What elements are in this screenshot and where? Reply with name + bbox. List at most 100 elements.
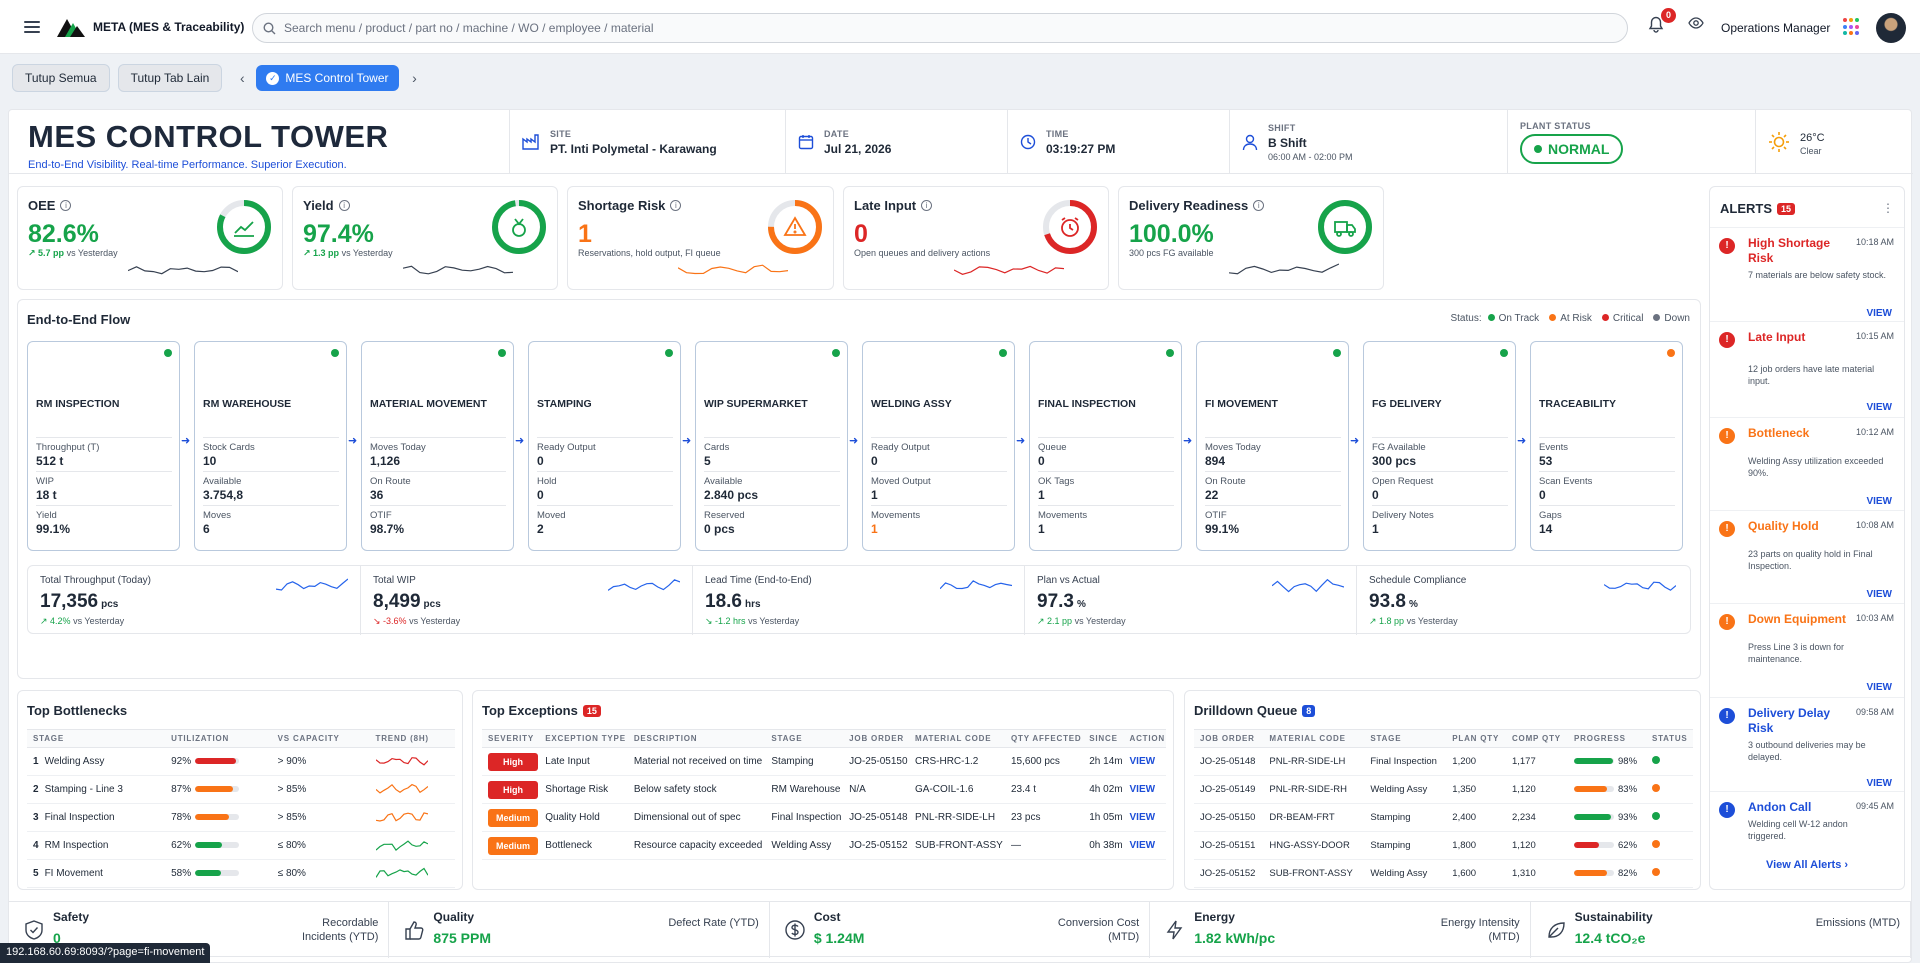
view-link[interactable]: VIEW — [1129, 812, 1156, 823]
summary-unit: hrs — [744, 599, 761, 610]
flow-stage-material-movement[interactable]: MATERIAL MOVEMENT Moves Today 1,126 On Rout… — [361, 341, 514, 551]
view-link[interactable]: VIEW — [1129, 784, 1156, 795]
flow-arrow-icon: ➜ — [1517, 435, 1527, 447]
queue-table: JOB ORDER MATERIAL CODE STAGE PLAN QTY COMP … — [1194, 729, 1693, 888]
search-input[interactable] — [284, 21, 1584, 35]
stage-cell: 4 RM Inspection — [27, 831, 166, 860]
trend-cell — [369, 803, 455, 832]
summary-metric: Lead Time (End-to-End) 18.6 hrs ↘ -1.2 hrs … — [692, 566, 1024, 635]
info-icon[interactable]: i — [921, 200, 933, 211]
global-search[interactable] — [252, 13, 1628, 43]
table-row[interactable]: High Late Input Material not received on t… — [482, 747, 1166, 776]
app-logo[interactable]: META (MES & Traceability) — [57, 17, 244, 37]
capacity-cell: > 90% — [271, 747, 370, 776]
metric-value: 22 — [1205, 488, 1219, 502]
hamburger-menu-icon[interactable] — [24, 20, 40, 33]
metric-value: 98.7% — [370, 522, 405, 536]
info-icon[interactable]: i — [1253, 200, 1265, 211]
alert-item[interactable]: ! Quality Hold 10:08 AM 23 parts on quality… — [1710, 510, 1904, 603]
stage-metrics: Moves Today 1,126 On Route 36 OTIF 98.7% — [370, 437, 506, 539]
utilization-cell: 62% — [165, 831, 272, 860]
stage-cell: Stamping — [1364, 831, 1447, 860]
stage-metric: Moved 2 — [537, 505, 673, 539]
alert-item[interactable]: ! Bottleneck 10:12 AM Welding Assy utilizat… — [1710, 417, 1904, 510]
alert-view-link[interactable]: VIEW — [1866, 778, 1892, 789]
flow-stage-fg-delivery[interactable]: FG DELIVERY FG Available 300 pcs Open Reque… — [1363, 341, 1516, 551]
bottom-kpi-value: 12.4 tCO₂e — [1574, 930, 1646, 946]
plant-status-badge: NORMAL — [1520, 133, 1624, 164]
stage-name: FG DELIVERY — [1372, 398, 1442, 410]
tab-prev-chevron-icon[interactable]: ‹ — [240, 70, 245, 86]
alert-item[interactable]: ! Delivery Delay Risk 09:58 AM 3 outbound d… — [1710, 697, 1904, 791]
progress-cell: 93% — [1568, 803, 1646, 832]
close-all-tabs-button[interactable]: Tutup Semua — [12, 64, 110, 92]
flow-stage-stamping[interactable]: STAMPING Ready Output 0 Hold 0 Moved 2 — [528, 341, 681, 551]
action-cell: VIEW — [1123, 747, 1166, 776]
browser-status-url: 192.168.60.69:8093/?page=fi-movement — [0, 943, 211, 963]
rank: 5 — [33, 868, 39, 879]
table-row[interactable]: 5 FI Movement 58% ≤ 80% — [27, 859, 455, 888]
flow-stage-final-inspection[interactable]: FINAL INSPECTION Queue 0 OK Tags 1 Movements 1 — [1029, 341, 1182, 551]
table-row[interactable]: 2 Stamping - Line 3 87% > 85% — [27, 775, 455, 804]
user-avatar[interactable] — [1876, 13, 1906, 43]
notifications-button[interactable]: 0 — [1648, 8, 1676, 36]
info-icon[interactable]: i — [60, 200, 72, 211]
leaf-icon — [1547, 922, 1565, 938]
flow-stage-welding-assy[interactable]: WELDING ASSY Ready Output 0 Moved Output 1 Mo… — [862, 341, 1015, 551]
alert-item[interactable]: ! Late Input 10:15 AM 12 job orders have la… — [1710, 321, 1904, 417]
bottom-kpi-label: Energy — [1194, 910, 1235, 924]
stage-status-dot — [999, 349, 1007, 357]
alert-view-link[interactable]: VIEW — [1866, 589, 1892, 600]
table-row[interactable]: 3 Final Inspection 78% > 85% — [27, 803, 455, 832]
close-other-tabs-button[interactable]: Tutup Tab Lain — [117, 64, 223, 92]
severity-cell: High — [482, 747, 540, 776]
alert-view-link[interactable]: VIEW — [1866, 496, 1892, 507]
metric-label: Stock Cards — [203, 442, 255, 453]
view-link[interactable]: VIEW — [1129, 840, 1156, 851]
flow-stage-wip-supermarket[interactable]: WIP SUPERMARKET Cards 5 Available 2.840 pcs R… — [695, 341, 848, 551]
alert-view-link[interactable]: VIEW — [1866, 682, 1892, 693]
alert-item[interactable]: ! High Shortage Risk 10:18 AM 7 materials a… — [1710, 227, 1904, 321]
kebab-menu-icon[interactable]: ⋮ — [1882, 201, 1894, 215]
alerts-count-badge: 15 — [1777, 202, 1796, 215]
summary-metric: Total Throughput (Today) 17,356 pcs ↗ 4.2% … — [28, 566, 360, 635]
alerts-title-wrap: ALERTS 15 — [1720, 201, 1796, 216]
table-row[interactable]: JO-25-05149 PNL-RR-SIDE-RH Welding Assy 1,3… — [1194, 775, 1693, 804]
apps-grid-icon[interactable] — [1843, 18, 1861, 36]
alert-view-link[interactable]: VIEW — [1866, 308, 1892, 319]
time-label: TIME — [1046, 128, 1069, 139]
alert-item[interactable]: ! Andon Call 09:45 AM Welding cell W-12 and… — [1710, 791, 1904, 887]
trend-cell — [369, 775, 455, 804]
table-row[interactable]: Medium Bottleneck Resource capacity exceed… — [482, 831, 1166, 860]
table-row[interactable]: JO-25-05150 DR-BEAM-FRT Stamping 2,400 2,234… — [1194, 803, 1693, 832]
tab-next-chevron-icon[interactable]: › — [412, 70, 417, 86]
info-icon[interactable]: i — [338, 200, 350, 211]
flow-stage-rm-warehouse[interactable]: RM WAREHOUSE Stock Cards 10 Available 3.754,… — [194, 341, 347, 551]
table-row[interactable]: 1 Welding Assy 92% > 90% — [27, 747, 455, 776]
table-row[interactable]: JO-25-05151 HNG-ASSY-DOOR Stamping 1,800 1,1… — [1194, 831, 1693, 860]
metric-label: Available — [704, 476, 743, 487]
metric-value: 36 — [370, 488, 384, 502]
table-row[interactable]: 4 RM Inspection 62% ≤ 80% — [27, 831, 455, 860]
table-row[interactable]: Medium Quality Hold Dimensional out of spe… — [482, 803, 1166, 832]
jo-cell: JO-25-05152 — [843, 831, 910, 860]
stage-metric: Movements 1 — [1038, 505, 1174, 539]
info-icon[interactable]: i — [670, 200, 682, 211]
alert-view-link[interactable]: VIEW — [1866, 402, 1892, 413]
stage-metric: Reserved 0 pcs — [704, 505, 840, 539]
alert-item[interactable]: ! Down Equipment 10:03 AM Press Line 3 is d… — [1710, 603, 1904, 697]
tab-mes-control-tower[interactable]: ✓ MES Control Tower — [256, 65, 399, 91]
table-row[interactable]: JO-25-05148 PNL-RR-SIDE-LH Final Inspectio… — [1194, 747, 1693, 776]
flow-stage-traceability[interactable]: TRACEABILITY Events 53 Scan Events 0 Gaps 14 — [1530, 341, 1683, 551]
table-row[interactable]: JO-25-05152 SUB-FRONT-ASSY Welding Assy 1,6… — [1194, 859, 1693, 888]
eye-icon[interactable] — [1688, 17, 1704, 29]
table-row[interactable]: High Shortage Risk Below safety stock RM Wa… — [482, 775, 1166, 804]
flow-stage-fi-movement[interactable]: FI MOVEMENT Moves Today 894 On Route 22 OTIF 9… — [1196, 341, 1349, 551]
user-role[interactable]: Operations Manager — [1721, 21, 1831, 35]
summary-compare: vs Yesterday — [409, 616, 461, 626]
view-link[interactable]: VIEW — [1129, 756, 1156, 767]
view-all-alerts-link[interactable]: View All Alerts › — [1765, 859, 1849, 871]
metric-value: 0 — [537, 454, 544, 468]
capacity-cell: > 85% — [271, 775, 370, 804]
